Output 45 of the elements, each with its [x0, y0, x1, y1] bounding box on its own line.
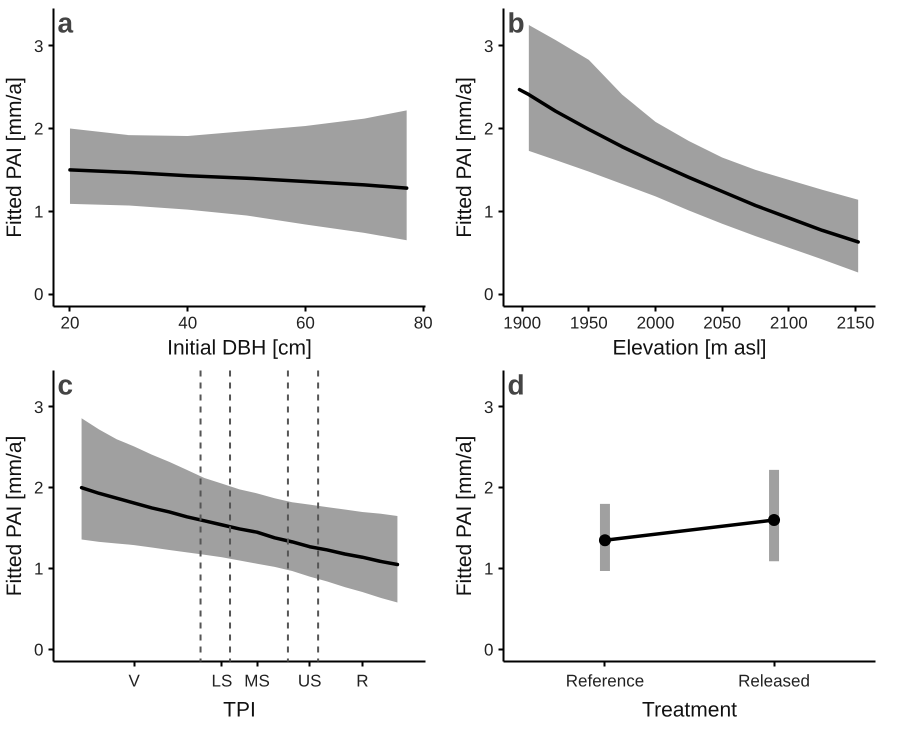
y-tick-label: 0 — [484, 285, 494, 304]
y-tick-label: 0 — [34, 285, 44, 304]
x-tick-label: 2050 — [703, 314, 742, 332]
x-axis-title: Initial DBH [cm] — [167, 336, 312, 360]
y-axis-title: Fitted PAI [mm/a] — [3, 77, 26, 238]
x-tick-label: 20 — [60, 314, 80, 332]
chart-title: d — [508, 370, 525, 400]
x-tick-label: 80 — [414, 314, 433, 332]
x-tick-label: 1900 — [503, 314, 542, 332]
y-tick-label: 1 — [34, 560, 44, 579]
x-tick-label: Released — [738, 672, 810, 690]
y-tick-label: 3 — [34, 36, 44, 56]
y-tick-label: 2 — [34, 478, 44, 498]
x-tick-label: 2000 — [636, 314, 674, 332]
x-tick-label: 2100 — [770, 314, 808, 332]
x-tick-label: R — [356, 672, 368, 690]
y-tick-label: 1 — [484, 202, 494, 222]
y-tick-label: 0 — [34, 640, 44, 660]
x-tick-label: MS — [244, 672, 270, 690]
x-tick-label: 40 — [178, 314, 198, 332]
chart-title: b — [508, 8, 525, 38]
y-axis-title: Fitted PAI [mm/a] — [453, 436, 476, 596]
y-tick-label: 2 — [484, 478, 494, 498]
x-axis-title: Treatment — [642, 698, 738, 722]
x-tick-label: 2150 — [836, 314, 874, 332]
y-tick-label: 1 — [34, 202, 44, 222]
x-tick-label: 1950 — [570, 314, 608, 332]
x-axis-title: Elevation [m asl] — [612, 336, 767, 360]
x-axis-title: TPI — [223, 698, 256, 722]
chart-title: c — [58, 370, 74, 400]
y-axis-title: Fitted PAI [mm/a] — [453, 77, 476, 238]
y-axis-title: Fitted PAI [mm/a] — [3, 436, 26, 596]
x-tick-label: Reference — [566, 672, 644, 690]
x-tick-label: V — [128, 672, 141, 690]
y-tick-label: 1 — [484, 560, 494, 579]
y-tick-label: 0 — [484, 640, 494, 660]
x-tick-label: LS — [212, 672, 232, 690]
y-tick-label: 3 — [34, 398, 44, 417]
x-tick-label: US — [298, 672, 322, 690]
y-tick-label: 3 — [484, 36, 494, 56]
y-tick-label: 2 — [484, 120, 494, 139]
chart-title: a — [58, 8, 74, 38]
y-tick-label: 3 — [484, 398, 494, 417]
x-tick-label: 60 — [296, 314, 315, 332]
y-tick-label: 2 — [34, 120, 44, 139]
